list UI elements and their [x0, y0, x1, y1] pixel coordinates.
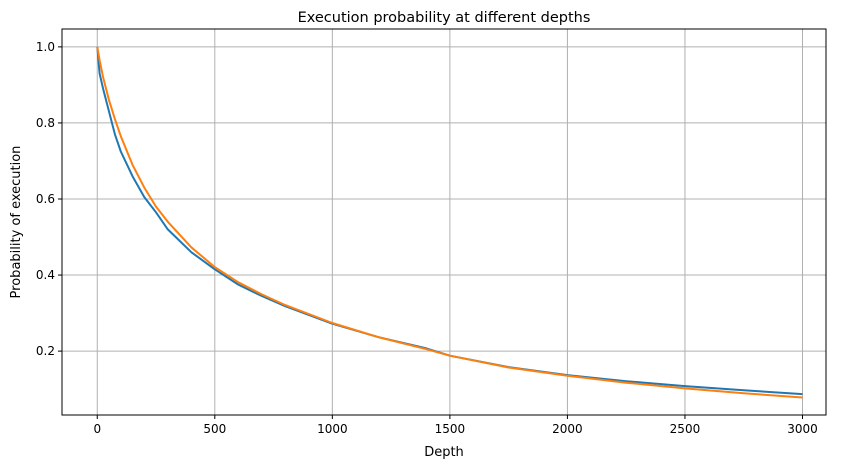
y-tick-label: 0.8	[36, 116, 55, 130]
series-lines	[96, 46, 803, 399]
axis-ticks: 0 500 1000 1500 2000 2500 3000 0.2 0.4 0.6 0.8 1.0	[36, 40, 818, 436]
x-tick-label: 2000	[552, 422, 583, 436]
x-tick-label: 500	[203, 422, 226, 436]
y-tick-label: 0.6	[36, 192, 55, 206]
x-tick-label: 1500	[435, 422, 466, 436]
chart-title: Execution probability at different depth…	[298, 10, 591, 26]
y-tick-label: 0.4	[36, 268, 55, 282]
series-line-fit	[96, 46, 803, 399]
x-tick-label: 2500	[670, 422, 701, 436]
x-tick-label: 1000	[317, 422, 348, 436]
x-tick-label: 0	[93, 422, 101, 436]
y-tick-label: 0.2	[36, 344, 55, 358]
x-tick-label: 3000	[787, 422, 818, 436]
x-axis-label: Depth	[424, 445, 464, 460]
grid	[62, 29, 826, 415]
plot-frame	[61, 28, 827, 416]
y-axis-label: Probability of execution	[9, 146, 24, 299]
y-tick-label: 1.0	[36, 40, 55, 54]
